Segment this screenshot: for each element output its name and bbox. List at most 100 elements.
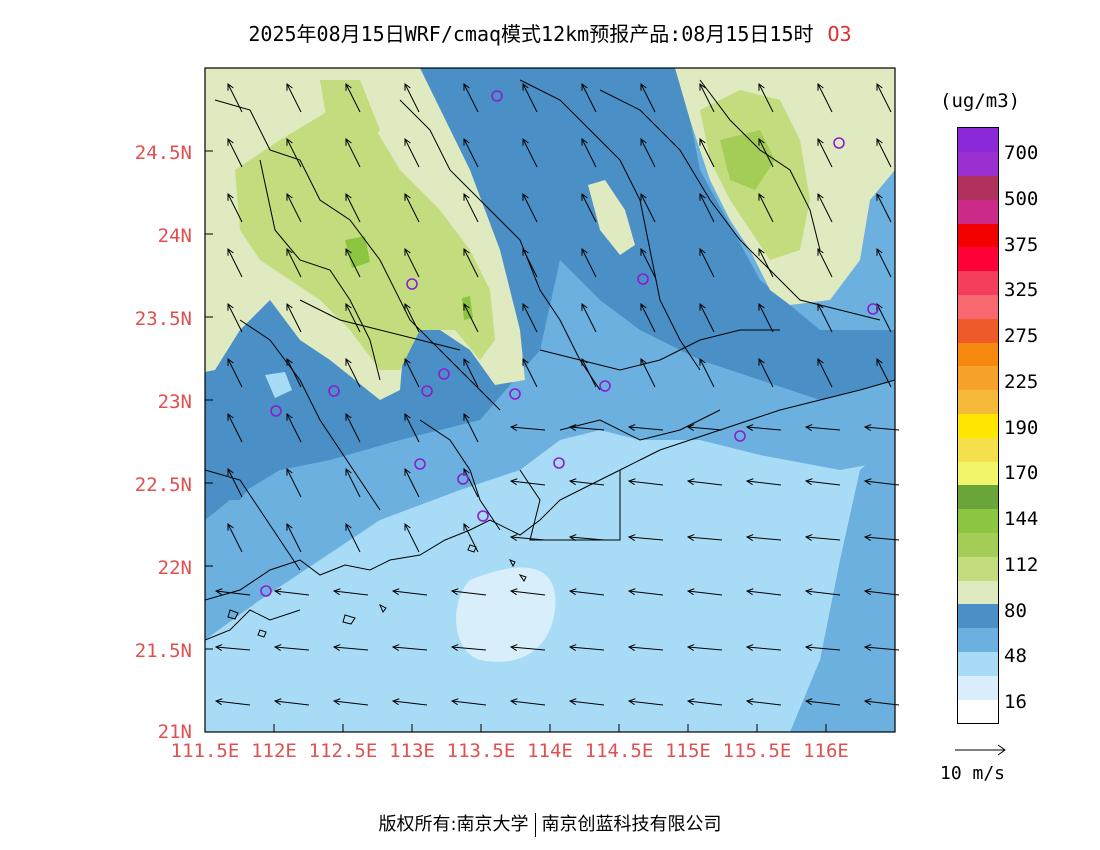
wind-arrow xyxy=(876,138,892,168)
wind-arrow xyxy=(286,193,302,223)
wind-arrow xyxy=(876,248,892,278)
wind-arrow xyxy=(581,193,597,223)
footer-separator xyxy=(534,813,536,837)
wind-arrow xyxy=(640,303,656,333)
wind-arrow xyxy=(286,138,302,168)
legend-swatch xyxy=(958,485,998,510)
wind-arrow xyxy=(686,588,723,596)
wind-arrow xyxy=(817,193,833,223)
species-label: O3 xyxy=(827,22,852,46)
wind-arrow xyxy=(745,424,782,431)
title-text: 2025年08月15日WRF/cmaq模式12km预报产品:08月15日15时 xyxy=(248,22,814,46)
wind-arrow xyxy=(391,644,428,651)
wind-arrow xyxy=(509,534,546,541)
wind-arrow xyxy=(863,534,900,541)
wind-arrow xyxy=(804,534,841,541)
wind-arrow xyxy=(404,248,420,278)
lat-label-23: 23N xyxy=(157,391,192,413)
wind-arrow xyxy=(686,424,723,431)
lat-label-24: 24N xyxy=(157,225,192,247)
wind-arrow xyxy=(332,698,369,706)
wind-arrow xyxy=(817,248,833,278)
lat-label-21.5: 21.5N xyxy=(134,640,192,662)
lon-label-112.5: 112.5E xyxy=(308,740,378,762)
legend-unit: (ug/m3) xyxy=(940,90,1021,112)
color-legend xyxy=(957,127,999,724)
copyright-text: 版权所有:南京大学 xyxy=(378,814,529,835)
wind-arrow xyxy=(699,83,715,113)
wind-arrow xyxy=(227,248,243,278)
wind-arrow xyxy=(286,303,302,333)
lon-label-114: 114E xyxy=(527,740,573,762)
station-marker xyxy=(734,430,746,442)
legend-tick-label: 48 xyxy=(1004,645,1027,668)
wind-arrow xyxy=(227,468,243,498)
legend-swatch xyxy=(958,556,998,581)
wind-arrow xyxy=(227,413,243,443)
station-marker xyxy=(637,273,649,285)
wind-arrow xyxy=(758,248,774,278)
wind-arrow xyxy=(286,413,302,443)
station-marker xyxy=(509,388,521,400)
wind-arrow xyxy=(286,358,302,388)
wind-arrow xyxy=(450,698,487,706)
wind-arrow xyxy=(699,193,715,223)
wind-arrow xyxy=(227,358,243,388)
legend-swatch xyxy=(958,508,998,534)
wind-arrow xyxy=(391,698,428,706)
lon-label-111.5: 111.5E xyxy=(170,740,240,762)
legend-tick-label: 325 xyxy=(1004,279,1039,302)
station-marker xyxy=(270,405,282,417)
legend-swatch xyxy=(958,342,998,367)
station-marker xyxy=(414,458,426,470)
wind-arrow xyxy=(522,83,538,113)
wind-arrow xyxy=(568,588,605,596)
station-marker xyxy=(457,473,469,485)
wind-arrow xyxy=(463,138,479,168)
station-marker xyxy=(421,385,433,397)
station-marker xyxy=(438,368,450,380)
wind-arrow xyxy=(640,138,656,168)
wind-arrow xyxy=(817,138,833,168)
legend-swatch xyxy=(958,175,998,200)
wind-arrow xyxy=(463,248,479,278)
chart-title: 2025年08月15日WRF/cmaq模式12km预报产品:08月15日15时 O… xyxy=(0,18,1100,47)
wind-arrow xyxy=(404,193,420,223)
wind-arrow xyxy=(804,588,841,596)
legend-swatch xyxy=(958,318,998,343)
wind-arrow xyxy=(699,358,715,388)
legend-swatch xyxy=(958,247,998,272)
axis-ticks xyxy=(204,150,827,733)
station-marker xyxy=(477,510,489,522)
wind-arrow xyxy=(817,83,833,113)
wind-arrow xyxy=(227,303,243,333)
wind-arrow xyxy=(568,698,605,706)
wind-arrow xyxy=(745,698,782,706)
wind-arrow xyxy=(758,303,774,333)
legend-swatch xyxy=(958,675,998,700)
wind-arrow xyxy=(686,534,723,541)
lon-label-113: 113E xyxy=(389,740,435,762)
wind-arrow xyxy=(404,358,420,388)
wind-arrow xyxy=(863,644,900,651)
legend-tick-label: 112 xyxy=(1004,553,1039,576)
lat-label-24.5: 24.5N xyxy=(134,142,192,164)
lon-label-115.5: 115.5E xyxy=(722,740,792,762)
wind-arrow xyxy=(863,698,900,706)
legend-swatch xyxy=(958,270,998,296)
wind-arrow xyxy=(640,248,656,278)
wind-arrow xyxy=(758,358,774,388)
legend-swatch xyxy=(958,699,998,724)
reference-vector-label: 10 m/s xyxy=(940,763,1006,784)
legend-swatch xyxy=(958,223,998,248)
wind-arrow xyxy=(509,478,546,486)
wind-arrow xyxy=(509,644,546,651)
wind-arrow xyxy=(509,698,546,706)
wind-arrow xyxy=(345,138,361,168)
lat-label-22: 22N xyxy=(157,557,192,579)
legend-tick-label: 170 xyxy=(1004,462,1039,485)
company-text: 南京创蓝科技有限公司 xyxy=(541,814,722,835)
lat-label-22.5: 22.5N xyxy=(134,474,192,496)
station-marker xyxy=(406,278,418,290)
legend-tick-label: 700 xyxy=(1004,142,1039,164)
